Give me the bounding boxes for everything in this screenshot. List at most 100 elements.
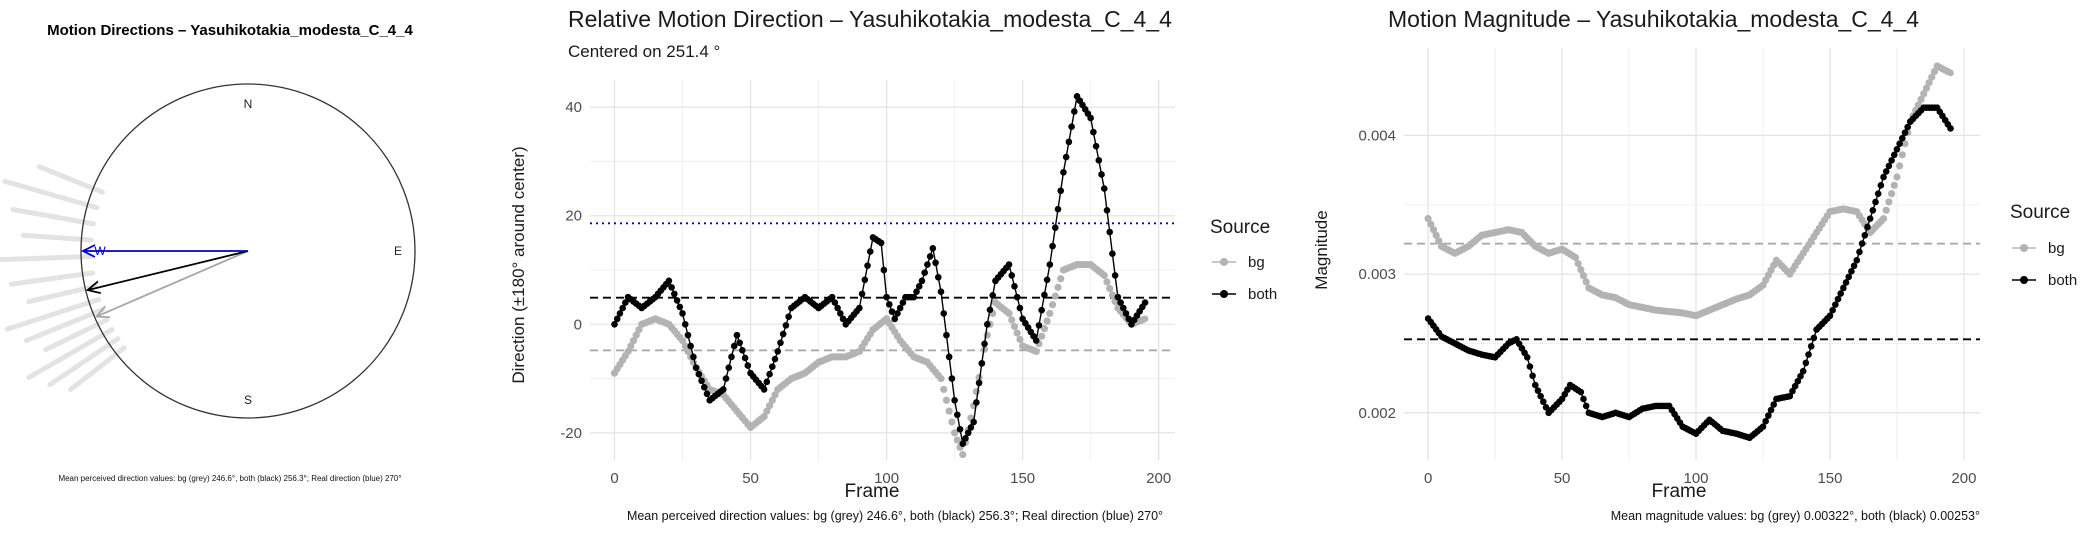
point-both	[1829, 306, 1836, 314]
point-bg	[1947, 69, 1954, 77]
point-both	[774, 348, 782, 355]
point-both	[983, 320, 991, 328]
point-both	[1885, 162, 1893, 170]
compass-ray	[23, 307, 105, 344]
direction-ticks: 0 50 100 150 200 -20 0 20 40	[560, 99, 1171, 487]
compass-ray	[4, 297, 102, 332]
point-both	[1765, 412, 1772, 419]
point-both	[616, 310, 624, 317]
x-tick-label: 150	[1010, 470, 1035, 487]
point-both	[910, 293, 918, 301]
point-both	[1861, 231, 1869, 239]
legend-label-bg: bg	[1248, 254, 1265, 271]
direction-series	[610, 92, 1149, 459]
bg-direction-arrow	[96, 250, 249, 318]
series-line-both	[1427, 106, 1952, 439]
direction-legend: bg both	[1212, 254, 1277, 303]
point-bg	[1882, 206, 1890, 214]
x-tick-label: 0	[1424, 470, 1432, 487]
point-bg	[980, 345, 989, 353]
point-both	[962, 434, 969, 442]
compass-ray	[0, 253, 94, 263]
point-both	[1888, 157, 1895, 164]
point-both	[1896, 140, 1903, 148]
point-both	[741, 354, 749, 362]
point-bg	[1571, 253, 1580, 262]
point-bg	[945, 407, 953, 415]
point-bg	[1057, 275, 1065, 283]
point-both	[1786, 392, 1794, 400]
point-both	[1054, 205, 1062, 213]
point-both	[785, 313, 792, 320]
point-both	[1864, 223, 1871, 231]
point-both	[777, 339, 784, 347]
compass-ray	[36, 164, 105, 195]
point-both	[978, 360, 986, 367]
both-direction-arrow-head	[85, 280, 101, 294]
point-both	[622, 299, 629, 306]
point-bg	[1141, 315, 1149, 323]
point-both	[1901, 129, 1909, 136]
point-bg	[1890, 181, 1898, 189]
point-bg	[1435, 237, 1443, 245]
point-bg	[1005, 309, 1013, 318]
point-both	[1874, 190, 1882, 197]
point-both	[1762, 417, 1769, 425]
point-bg	[953, 436, 961, 444]
point-both	[981, 340, 988, 348]
both-direction-arrow	[87, 250, 249, 291]
point-bg	[1930, 67, 1939, 76]
point-bg	[1106, 284, 1114, 293]
point-both	[883, 293, 890, 301]
point-both	[1789, 387, 1796, 395]
compass-arrow-group	[80, 244, 249, 319]
point-both	[967, 424, 975, 431]
point-both	[779, 330, 787, 338]
compass-label-south: S	[244, 393, 252, 407]
y-tick-label: 20	[565, 208, 582, 225]
point-both	[1799, 367, 1807, 375]
point-both	[1041, 291, 1048, 299]
point-both	[1057, 187, 1065, 195]
point-both	[1899, 134, 1906, 142]
point-both	[896, 304, 904, 312]
point-both	[866, 248, 874, 255]
point-bg	[951, 429, 959, 437]
point-both	[899, 299, 907, 306]
point-bg	[684, 347, 692, 356]
point-bg	[629, 336, 638, 345]
point-both	[1807, 342, 1815, 350]
point-bg	[1048, 301, 1057, 309]
x-tick-label: 200	[1951, 470, 1976, 487]
direction-x-label: Frame	[845, 481, 900, 502]
y-tick-label: 0.004	[1358, 127, 1396, 144]
y-tick-label: -20	[560, 425, 582, 442]
point-both	[1791, 382, 1799, 390]
point-both	[877, 239, 885, 247]
point-both	[1125, 315, 1133, 323]
point-bg	[1010, 322, 1019, 331]
magnitude-reference-lines	[1404, 242, 1980, 341]
point-both	[951, 396, 958, 404]
point-both	[1893, 145, 1901, 153]
point-both	[1122, 310, 1130, 317]
point-both	[1840, 284, 1847, 292]
point-both	[954, 411, 961, 419]
point-bg	[768, 396, 776, 404]
point-both	[834, 304, 841, 312]
point-both	[1858, 240, 1866, 247]
legend-dot-bg	[1220, 258, 1228, 266]
point-bg	[1577, 266, 1585, 274]
point-both	[1013, 293, 1021, 301]
point-both	[690, 353, 697, 361]
point-both	[665, 277, 673, 285]
point-bg	[1429, 226, 1438, 234]
point-both	[986, 306, 994, 314]
direction-caption: Mean perceived direction values: bg (gre…	[627, 509, 1163, 523]
point-bg	[771, 391, 779, 399]
point-both	[1947, 125, 1954, 132]
point-both	[744, 362, 752, 369]
real-direction-arrow-head	[80, 244, 96, 258]
point-bg	[940, 385, 948, 394]
point-both	[989, 292, 996, 299]
